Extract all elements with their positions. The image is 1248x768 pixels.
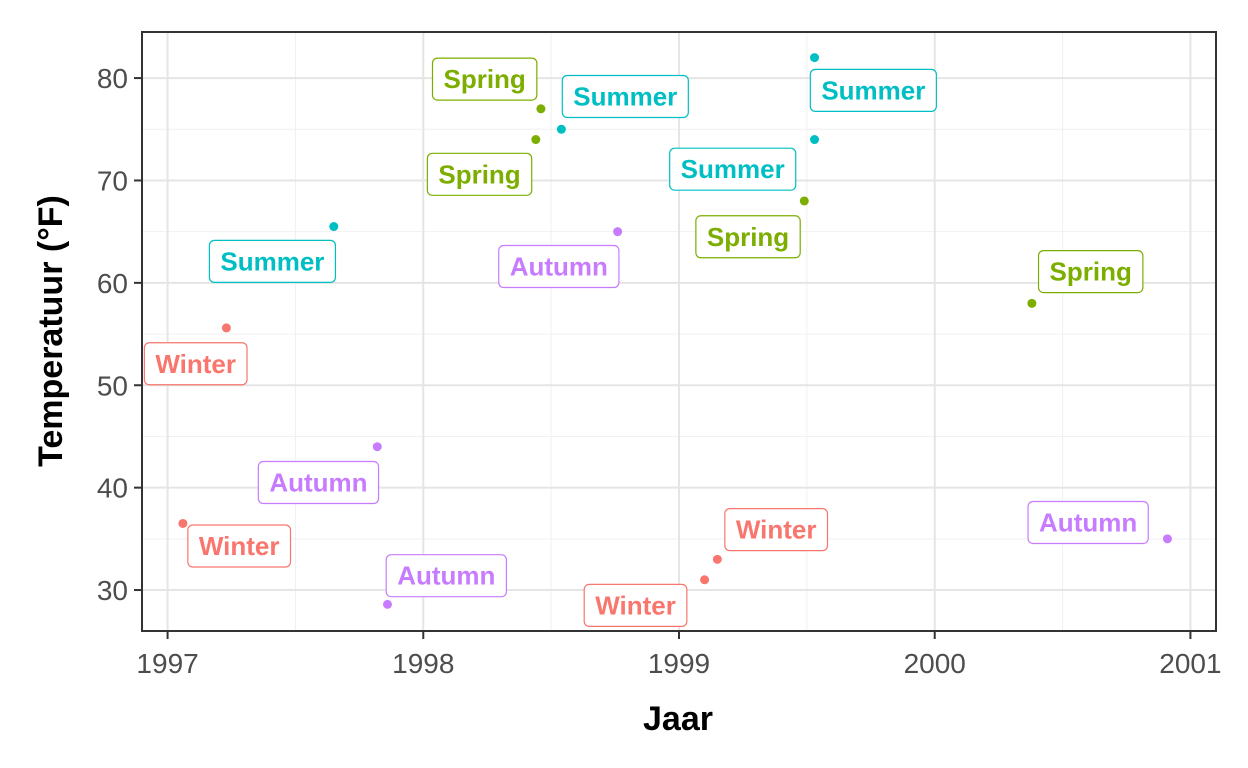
- point-label-autumn: Autumn: [257, 460, 380, 505]
- y-tick-label: 50: [97, 370, 128, 401]
- label-box: [695, 215, 801, 259]
- x-axis-title: Jaar: [643, 700, 713, 738]
- point-label-spring: Spring: [695, 215, 801, 259]
- point-label-winter: Winter: [724, 508, 829, 552]
- x-tick-label: 1998: [392, 648, 454, 679]
- label-box: [426, 152, 533, 196]
- data-point-winter: [221, 323, 231, 333]
- x-tick-label: 1997: [136, 648, 198, 679]
- data-point-spring: [531, 135, 541, 145]
- y-tick-label: 40: [97, 473, 128, 504]
- data-point-summer: [810, 135, 820, 145]
- x-tick-label: 2001: [1159, 648, 1221, 679]
- label-box: [669, 147, 797, 191]
- y-tick-label: 80: [97, 63, 128, 94]
- label-box: [809, 68, 937, 112]
- data-point-autumn: [613, 227, 623, 237]
- data-point-summer: [329, 222, 339, 232]
- label-box: [724, 508, 829, 552]
- label-box: [431, 57, 538, 101]
- x-tick-label: 1999: [648, 648, 710, 679]
- label-text: Winter: [155, 349, 236, 379]
- tick-labels: 1997 1998 1999 2000 2001 30 40 50 60 70 80: [97, 63, 1222, 679]
- point-label-spring: Spring: [1037, 250, 1144, 294]
- label-box: [257, 460, 380, 505]
- data-point-autumn: [382, 599, 392, 609]
- data-point-spring: [799, 196, 809, 206]
- point-label-spring: Spring: [426, 152, 533, 196]
- data-point-spring: [536, 104, 546, 114]
- point-labels: Winter Winter Summer Autumn Autumn Spring Spri…: [143, 57, 1149, 628]
- data-point-summer: [810, 53, 820, 63]
- point-label-winter: Winter: [187, 524, 292, 568]
- label-box: [1037, 250, 1144, 294]
- data-point-summer: [556, 124, 566, 134]
- label-text: Summer: [681, 154, 785, 184]
- y-tick-label: 60: [97, 268, 128, 299]
- data-point-spring: [1027, 298, 1037, 308]
- label-text: Autumn: [269, 468, 367, 498]
- data-points: [178, 53, 1172, 609]
- point-label-spring: Spring: [431, 57, 538, 101]
- data-point-autumn: [372, 442, 382, 452]
- label-box: [583, 583, 688, 628]
- axis-ticks: [134, 77, 1192, 639]
- point-label-summer: Summer: [561, 74, 689, 119]
- point-label-winter: Winter: [143, 342, 248, 386]
- label-text: Spring: [1050, 257, 1132, 287]
- label-box: [498, 244, 620, 289]
- label-box: [187, 524, 292, 568]
- y-tick-label: 70: [97, 165, 128, 196]
- point-label-autumn: Autumn: [498, 244, 620, 289]
- x-tick-label: 2000: [904, 648, 966, 679]
- label-box: [561, 74, 689, 119]
- label-text: Autumn: [1039, 507, 1137, 537]
- label-box: [1027, 500, 1149, 545]
- point-label-autumn: Autumn: [1027, 500, 1149, 545]
- data-point-winter: [700, 575, 710, 585]
- label-text: Summer: [573, 82, 677, 112]
- label-text: Spring: [707, 222, 789, 252]
- label-text: Autumn: [397, 561, 495, 591]
- label-text: Summer: [220, 246, 324, 276]
- point-label-winter: Winter: [583, 583, 688, 628]
- label-text: Summer: [821, 75, 925, 105]
- label-box: [208, 239, 337, 283]
- label-text: Winter: [595, 590, 676, 620]
- point-label-autumn: Autumn: [385, 554, 508, 598]
- point-label-summer: Summer: [208, 239, 337, 283]
- point-label-summer: Summer: [669, 147, 797, 191]
- point-label-summer: Summer: [809, 68, 937, 112]
- label-text: Autumn: [510, 251, 608, 281]
- data-point-winter: [178, 518, 188, 528]
- label-text: Spring: [438, 159, 520, 189]
- data-point-winter: [712, 554, 722, 564]
- label-text: Winter: [736, 515, 817, 545]
- y-tick-label: 30: [97, 575, 128, 606]
- y-axis-title: Temperatuur (°F): [32, 195, 70, 467]
- label-box: [143, 342, 248, 386]
- label-text: Spring: [443, 64, 525, 94]
- data-point-autumn: [1162, 534, 1172, 544]
- label-text: Winter: [199, 531, 280, 561]
- label-box: [385, 554, 508, 598]
